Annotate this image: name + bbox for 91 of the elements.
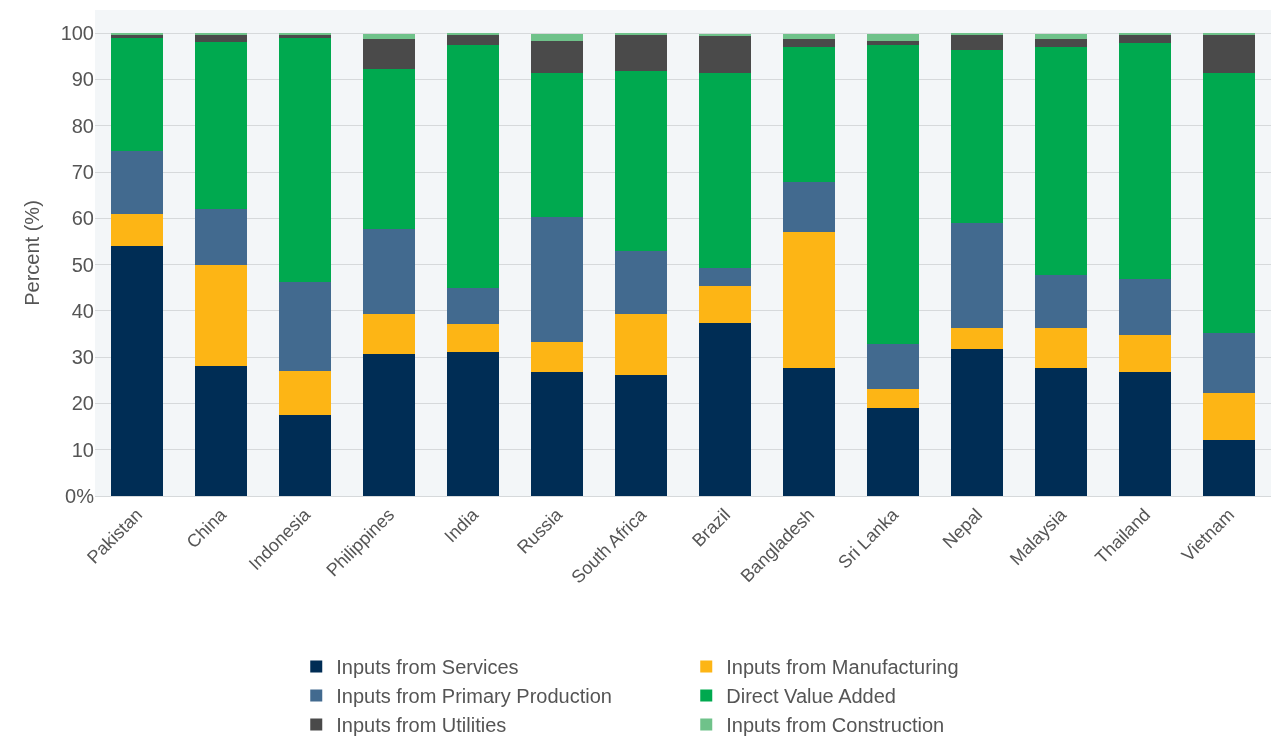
bar [614, 71, 668, 251]
y-tick-label: 10 [71, 438, 94, 461]
bar [1202, 440, 1256, 496]
bar [278, 37, 332, 282]
bar [110, 37, 164, 152]
bar [1034, 274, 1088, 329]
y-tick-label: 50 [71, 253, 94, 276]
legend-label: Direct Value Added [726, 685, 896, 708]
bar [614, 34, 668, 72]
bar [530, 216, 584, 343]
legend-label: Inputs from Primary Production [336, 685, 612, 708]
y-tick-label: 40 [71, 299, 94, 322]
bar [1034, 328, 1088, 368]
bar [698, 323, 752, 496]
bar [950, 34, 1004, 50]
bar [1118, 372, 1172, 496]
bar [698, 35, 752, 73]
bar [1202, 393, 1256, 441]
bar [194, 366, 248, 496]
bar [782, 182, 836, 233]
bar [698, 267, 752, 286]
bar [446, 351, 500, 496]
bar [530, 72, 584, 217]
bar [362, 229, 416, 315]
y-axis-title: Percent (%) [21, 200, 44, 306]
bar [362, 34, 416, 40]
bar [1034, 34, 1088, 39]
bar [866, 41, 920, 46]
bar [194, 42, 248, 210]
y-tick-label: 20 [71, 392, 94, 415]
bar [950, 349, 1004, 496]
bar [782, 367, 836, 496]
bar [278, 371, 332, 415]
bar [446, 34, 500, 45]
bar [1118, 279, 1172, 336]
bar [866, 45, 920, 345]
bar [866, 407, 920, 496]
bar [782, 34, 836, 39]
bar [698, 285, 752, 324]
bar [362, 68, 416, 230]
y-tick-label: 30 [71, 346, 94, 369]
bar [1118, 42, 1172, 280]
y-tick-label: 60 [71, 207, 94, 230]
bar [110, 151, 164, 214]
bar [614, 374, 668, 496]
bar [194, 209, 248, 265]
bar [950, 328, 1004, 350]
bar [1034, 367, 1088, 496]
bar [614, 314, 668, 375]
bar [950, 222, 1004, 329]
bar [278, 281, 332, 372]
y-tick-label: 70 [71, 161, 94, 183]
bar [1202, 34, 1256, 73]
bar [446, 323, 500, 352]
bar [446, 44, 500, 288]
y-tick-label: 0% [65, 485, 95, 507]
y-tick-label: 80 [71, 114, 94, 137]
bar [782, 47, 836, 183]
bar [446, 287, 500, 324]
bar [362, 353, 416, 496]
bar [362, 314, 416, 354]
bar [278, 415, 332, 496]
bar [782, 232, 836, 368]
legend-label: Inputs from Services [336, 656, 519, 679]
legend-label: Inputs from Utilities [336, 714, 507, 737]
bar [866, 344, 920, 390]
bar [530, 34, 584, 42]
legend-label: Inputs from Construction [726, 714, 945, 737]
bar [1118, 335, 1172, 373]
bar [698, 72, 752, 268]
bar [1034, 38, 1088, 48]
bar [866, 34, 920, 42]
bar [614, 250, 668, 315]
bar [782, 38, 836, 48]
bar [110, 213, 164, 247]
bar [1202, 333, 1256, 394]
bar [1202, 72, 1256, 334]
y-tick-label: 100 [60, 22, 94, 45]
bar [530, 372, 584, 496]
bar [194, 264, 248, 367]
bar [194, 34, 248, 43]
bar [110, 246, 164, 496]
y-tick-label: 90 [71, 68, 94, 91]
legend-label: Inputs from Manufacturing [726, 656, 959, 679]
bar [530, 342, 584, 373]
bar [1118, 34, 1172, 43]
bar [866, 389, 920, 408]
bar [530, 41, 584, 73]
bar [950, 49, 1004, 223]
bar [1034, 47, 1088, 275]
bar [362, 39, 416, 69]
